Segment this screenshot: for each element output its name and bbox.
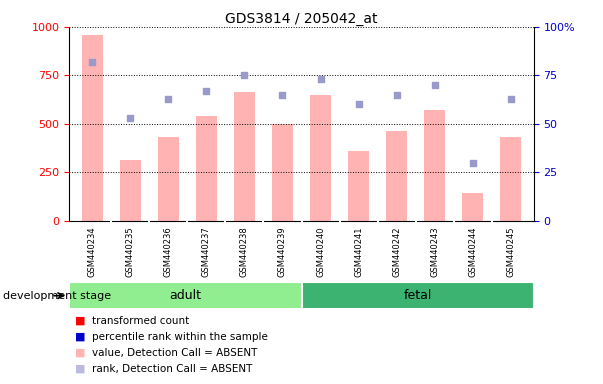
Text: GSM440236: GSM440236 bbox=[164, 226, 173, 277]
Point bbox=[125, 115, 135, 121]
Text: value, Detection Call = ABSENT: value, Detection Call = ABSENT bbox=[92, 348, 257, 358]
Bar bbox=[500, 137, 521, 221]
Bar bbox=[425, 110, 445, 221]
Text: adult: adult bbox=[169, 289, 201, 302]
Bar bbox=[348, 151, 369, 221]
Text: GSM440234: GSM440234 bbox=[87, 226, 96, 277]
Bar bbox=[234, 92, 255, 221]
Text: GSM440238: GSM440238 bbox=[240, 226, 249, 277]
Bar bbox=[196, 116, 217, 221]
Bar bbox=[158, 137, 178, 221]
Point bbox=[239, 72, 249, 78]
Text: development stage: development stage bbox=[3, 291, 111, 301]
Point bbox=[87, 59, 97, 65]
Text: fetal: fetal bbox=[403, 289, 432, 302]
Text: transformed count: transformed count bbox=[92, 316, 189, 326]
Point bbox=[506, 96, 516, 102]
Point bbox=[430, 82, 440, 88]
Text: GSM440240: GSM440240 bbox=[316, 226, 325, 277]
Point bbox=[163, 96, 173, 102]
Text: GSM440241: GSM440241 bbox=[354, 226, 363, 277]
Bar bbox=[386, 131, 407, 221]
Text: ■: ■ bbox=[75, 364, 86, 374]
Title: GDS3814 / 205042_at: GDS3814 / 205042_at bbox=[226, 12, 377, 26]
Text: ■: ■ bbox=[75, 348, 86, 358]
Point bbox=[201, 88, 211, 94]
Point bbox=[468, 160, 478, 166]
Bar bbox=[302, 282, 534, 309]
Text: ■: ■ bbox=[75, 332, 86, 342]
Text: GSM440237: GSM440237 bbox=[202, 226, 211, 277]
Bar bbox=[272, 124, 293, 221]
Bar bbox=[120, 160, 140, 221]
Point bbox=[316, 76, 326, 82]
Text: ■: ■ bbox=[75, 316, 86, 326]
Text: GSM440235: GSM440235 bbox=[126, 226, 134, 277]
Text: GSM440245: GSM440245 bbox=[507, 226, 516, 277]
Bar bbox=[82, 35, 103, 221]
Point bbox=[277, 92, 287, 98]
Bar bbox=[310, 95, 331, 221]
Text: GSM440243: GSM440243 bbox=[430, 226, 439, 277]
Text: GSM440244: GSM440244 bbox=[469, 226, 477, 277]
Text: GSM440242: GSM440242 bbox=[392, 226, 401, 277]
Point bbox=[354, 101, 364, 108]
Text: GSM440239: GSM440239 bbox=[278, 226, 287, 277]
Text: percentile rank within the sample: percentile rank within the sample bbox=[92, 332, 268, 342]
Point bbox=[392, 92, 402, 98]
Bar bbox=[69, 282, 302, 309]
Bar bbox=[463, 193, 483, 221]
Text: rank, Detection Call = ABSENT: rank, Detection Call = ABSENT bbox=[92, 364, 253, 374]
